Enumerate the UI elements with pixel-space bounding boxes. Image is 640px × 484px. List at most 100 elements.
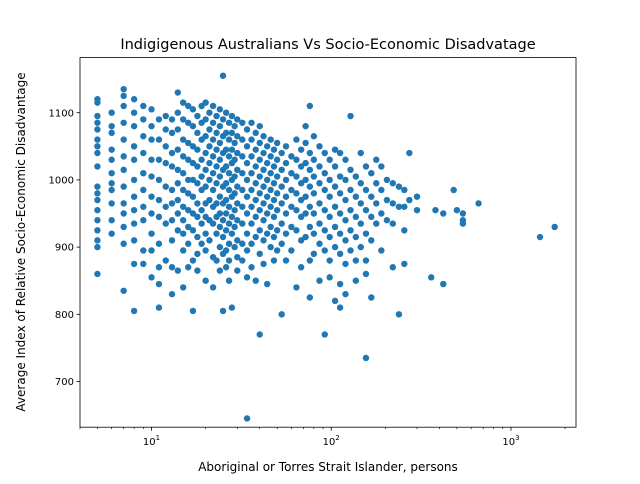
data-point: [475, 200, 482, 207]
data-point: [202, 133, 209, 140]
data-point: [389, 264, 396, 271]
data-point: [243, 247, 251, 254]
data-point: [413, 206, 421, 214]
data-point: [228, 112, 236, 120]
data-point: [288, 223, 295, 231]
data-point: [209, 119, 217, 126]
data-point: [94, 243, 101, 251]
data-point: [189, 159, 197, 167]
data-point: [231, 243, 238, 251]
data-point: [267, 203, 274, 210]
data-point: [194, 233, 201, 241]
data-point: [401, 203, 408, 210]
data-point: [120, 166, 127, 174]
data-point: [248, 119, 255, 126]
data-point: [331, 163, 339, 170]
data-point: [263, 230, 271, 237]
data-point: [234, 149, 241, 157]
data-point: [368, 294, 375, 301]
data-point: [278, 240, 285, 247]
data-point: [234, 116, 241, 123]
data-point: [310, 250, 318, 258]
data-point: [378, 163, 385, 170]
data-point: [120, 200, 127, 207]
data-point: [347, 112, 354, 120]
data-point: [342, 196, 349, 204]
data-point: [270, 163, 278, 170]
data-point: [213, 146, 220, 153]
data-point: [228, 146, 236, 153]
data-point: [260, 183, 267, 190]
data-point: [202, 99, 209, 106]
data-point: [252, 180, 259, 187]
data-point: [432, 206, 439, 214]
data-point: [189, 106, 197, 113]
data-point: [368, 213, 375, 221]
data-point: [206, 196, 213, 204]
data-point: [260, 200, 267, 207]
data-point: [162, 112, 169, 120]
data-point: [383, 196, 391, 204]
data-point: [273, 156, 281, 163]
data-point: [321, 247, 328, 254]
data-point: [189, 210, 197, 217]
data-point: [219, 116, 227, 123]
data-point: [278, 311, 285, 318]
data-point: [140, 116, 147, 123]
data-point: [168, 186, 176, 194]
data-point: [252, 277, 259, 284]
data-point: [179, 247, 187, 254]
data-point: [352, 213, 360, 221]
data-point: [302, 176, 309, 184]
y-tick-label: 800: [55, 310, 74, 321]
data-point: [174, 180, 181, 187]
data-point: [373, 200, 380, 207]
data-point: [310, 210, 318, 217]
data-point: [140, 186, 147, 194]
data-point: [94, 112, 101, 120]
data-point: [94, 217, 101, 224]
data-point: [252, 233, 259, 241]
data-point: [234, 253, 241, 261]
data-point: [222, 264, 230, 271]
data-point: [321, 149, 328, 157]
data-point: [120, 183, 127, 190]
data-point: [216, 243, 224, 251]
data-point: [252, 213, 259, 221]
data-point: [347, 227, 354, 234]
data-point: [362, 257, 370, 264]
data-point: [213, 163, 220, 170]
data-point: [213, 257, 220, 264]
data-point: [297, 196, 305, 204]
data-point: [256, 206, 263, 214]
data-point: [288, 247, 295, 254]
data-point: [168, 264, 176, 271]
data-point: [231, 206, 238, 214]
data-point: [362, 186, 370, 194]
data-point: [260, 217, 267, 224]
plot-frame: [79, 57, 577, 428]
data-point: [263, 210, 271, 217]
data-point: [316, 143, 323, 150]
data-point: [293, 227, 300, 234]
data-point: [130, 109, 138, 116]
data-point: [331, 243, 339, 251]
data-point: [282, 210, 290, 217]
data-point: [316, 200, 323, 207]
data-point: [130, 156, 138, 163]
data-point: [267, 153, 274, 160]
data-point: [288, 153, 295, 160]
data-point: [202, 183, 209, 190]
data-point: [256, 250, 263, 258]
data-point: [194, 213, 201, 221]
y-tick-label: 1100: [49, 108, 74, 119]
data-point: [302, 210, 309, 217]
data-point: [331, 203, 339, 210]
data-point: [148, 210, 155, 217]
data-point: [179, 230, 187, 237]
data-point: [270, 146, 278, 153]
data-point: [108, 146, 115, 153]
data-point: [231, 190, 238, 197]
data-point: [293, 136, 300, 143]
data-point: [209, 136, 217, 143]
